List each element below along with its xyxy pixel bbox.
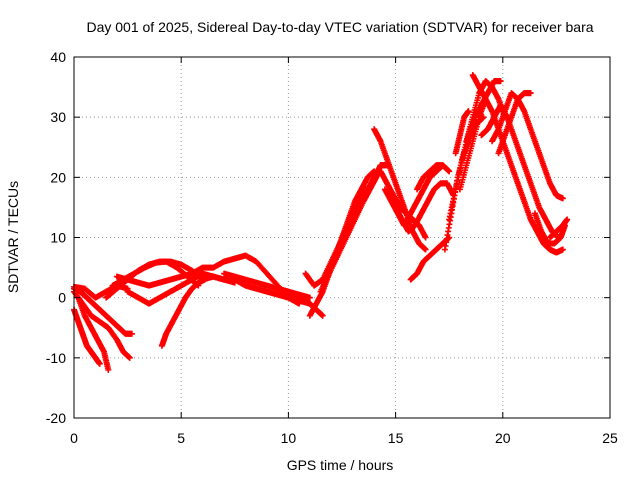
series-arc-5 [71,282,131,301]
data-point [446,168,453,175]
series-arc-12 [199,273,313,307]
data-point [422,234,429,241]
data-point [422,246,429,253]
data-point [126,354,133,361]
y-tick-label: 10 [50,230,66,246]
series-arc-31 [478,102,562,241]
x-tick-label: 20 [495,430,511,446]
series-arc-2 [71,306,103,367]
data-point [96,360,103,367]
data-point [439,162,446,169]
x-tick-label: 5 [177,430,185,446]
y-axis: -20 -10 0 10 20 30 40 [46,49,610,426]
series-arc-17 [317,162,388,295]
y-axis-label: SDTVAR / TECUs [5,181,21,293]
series-arc-13 [221,270,313,301]
data-point [559,246,566,253]
series-arc-24 [414,162,446,193]
data-point [559,195,566,202]
data-point [497,78,504,85]
series-arc-33 [495,90,534,157]
y-tick-label: -10 [46,350,66,366]
x-tick-label: 15 [388,430,404,446]
data-point [105,366,112,373]
series-arc-32 [489,90,566,202]
series-arc-4 [71,288,133,361]
y-tick-label: 40 [50,49,66,65]
y-tick-label: 20 [50,169,66,185]
x-tick-label: 0 [70,430,78,446]
series-arc-28 [456,96,489,193]
data-point [527,90,534,97]
plot-data [71,72,571,373]
x-tick-label: 10 [281,430,297,446]
series-arc-22 [392,180,457,235]
data-point [319,312,326,319]
x-axis: 0 5 10 15 20 25 [70,57,618,446]
chart-title: Day 001 of 2025, Sidereal Day-to-day VTE… [86,19,593,35]
series-arc-27 [452,108,472,157]
data-point [128,330,135,337]
x-axis-label: GPS time / hours [287,457,394,473]
data-point [199,270,206,277]
series-arc-35 [546,216,571,241]
series-arc-9 [124,270,206,307]
series-arc-10 [158,276,208,349]
data-point [465,108,472,115]
data-point [564,216,571,223]
data-point [306,294,313,301]
y-tick-label: 30 [50,109,66,125]
y-tick-label: 0 [58,290,66,306]
x-tick-label: 25 [602,430,618,446]
y-tick-label: -20 [46,410,66,426]
